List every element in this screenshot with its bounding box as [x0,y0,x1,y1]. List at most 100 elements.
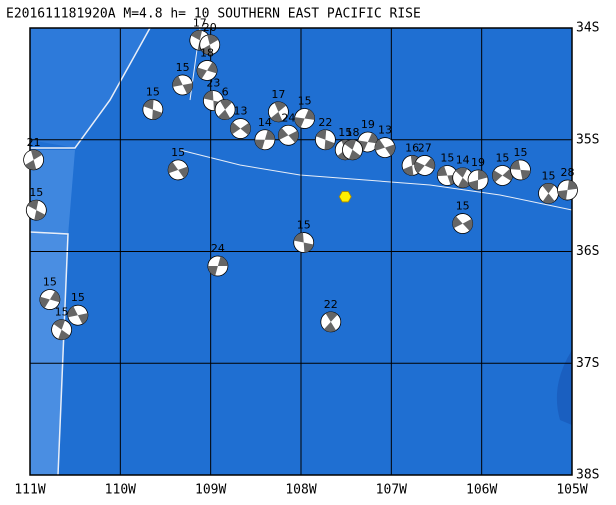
depth-label: 24 [211,242,225,255]
focal-mechanism [39,289,61,310]
depth-label: 15 [440,152,454,165]
focal-mechanism [557,179,578,201]
depth-label: 19 [471,156,485,169]
lon-tick-label: 109W [195,483,226,498]
focal-mechanism [320,311,342,333]
focal-mechanism [172,74,194,96]
beachball-quadrant [542,193,555,204]
beachball-quadrant [375,139,386,151]
beachball-quadrant [323,321,337,332]
beachball-quadrant [203,90,214,101]
depth-label: 20 [203,21,217,34]
beachball-quadrant [58,329,70,340]
beachball-quadrant [293,232,304,243]
beachball-quadrant [270,111,283,122]
depth-label: 13 [378,124,392,137]
beachball-quadrant [53,319,66,330]
beachball-quadrant [502,168,513,181]
focal-mechanism [314,129,336,151]
beachball-quadrant [207,266,218,276]
depth-label: 22 [318,116,332,129]
depth-label: 16 [405,141,419,154]
focal-mechanism [23,149,45,171]
beachball-quadrant [294,117,305,128]
focal-mechanism [374,137,396,158]
beachball-quadrant [27,200,39,211]
beachball-quadrant [152,109,163,120]
lat-tick-label: 37S [576,356,599,371]
focal-mechanism [254,129,276,151]
plate-boundary [30,27,151,149]
map-frame [29,27,573,476]
beachball-quadrant [414,161,425,174]
focal-mechanism [277,124,299,146]
depth-label: 15 [456,200,470,213]
beachball-quadrant [344,139,357,150]
beachball-quadrant [220,99,233,110]
focal-mechanism [293,232,315,253]
beachball-quadrant [288,130,299,143]
beachball-quadrant [510,160,521,170]
depth-label: 14 [456,154,470,167]
focal-mechanism [452,213,474,234]
beachball-quadrant [325,311,338,322]
beachball-quadrant [182,83,193,94]
beachball-quadrant [303,242,314,253]
lon-tick-label: 111W [14,483,45,498]
focal-mechanism [196,60,218,81]
beachball-quadrant [201,44,213,55]
beachball-quadrant [143,99,154,110]
beachball-quadrant [424,157,435,170]
depth-label: 14 [258,116,272,129]
lat-tick-label: 38S [576,468,599,483]
depth-label: 18 [200,46,214,59]
beachball-quadrant [437,166,448,177]
focal-mechanism [538,182,559,204]
beachball-quadrant [462,218,473,231]
beachball-quadrant [207,62,218,74]
beachball-quadrant [520,169,531,180]
focal-mechanism [510,159,531,181]
beachball-quadrant [274,101,287,112]
beachball-quadrant [542,183,555,194]
beachball-quadrant [304,109,315,120]
beachball-quadrant [191,30,203,41]
beachball-quadrant [218,109,231,120]
depth-label: 6 [222,86,229,99]
beachball-quadrant [178,166,189,179]
beachball-quadrant [452,216,463,229]
focal-mechanism [467,169,489,191]
focal-mechanism [342,139,363,161]
focal-mechanism [452,167,474,189]
depth-label: 22 [324,298,338,311]
focal-mechanism [268,101,289,123]
depth-label: 15 [171,146,185,159]
depth-label: 15 [43,276,57,289]
beachball-quadrant [385,144,395,156]
beachball-quadrant [316,129,327,140]
depth-label: 15 [495,152,509,165]
beachball-quadrant [25,159,37,170]
depth-label: 24 [281,111,295,124]
lat-tick-label: 34S [576,21,599,36]
plate-shading [30,232,68,475]
focal-mechanism [199,34,221,56]
depth-label: 15 [71,291,85,304]
focal-mechanism [25,199,47,221]
focal-mechanism [51,319,73,341]
focal-mechanism [230,118,251,139]
focal-mechanism [142,99,164,120]
depth-label: 15 [297,219,311,232]
beachball-quadrant [39,296,50,309]
depth-label: 15 [338,126,352,139]
beachball-quadrant [455,167,468,178]
beachball-quadrant [240,122,251,135]
beachball-quadrant [230,122,241,135]
beachball-quadrant [557,190,568,200]
lon-tick-label: 110W [105,483,136,498]
depth-label: 15 [298,95,312,108]
depth-label: 21 [27,136,41,149]
beachball-quadrant [402,165,414,176]
depth-label: 13 [233,105,247,118]
